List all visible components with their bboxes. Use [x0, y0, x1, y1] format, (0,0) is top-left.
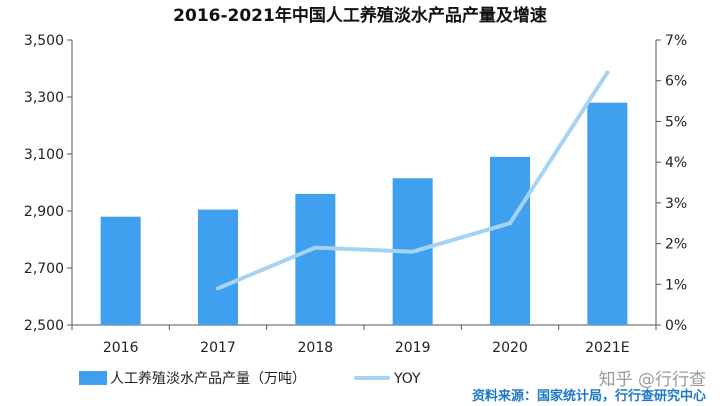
left-tick-label: 2,900 — [24, 204, 64, 220]
right-tick-label: 7% — [665, 33, 687, 49]
x-tick-label: 2018 — [298, 340, 334, 356]
axes — [67, 39, 661, 330]
right-tick-label: 2% — [665, 237, 687, 253]
x-tick-label: 2021E — [585, 340, 629, 356]
right-tick-label: 3% — [665, 196, 687, 212]
yoy-point-2020 — [508, 221, 512, 226]
watermark: 知乎 @行行查 — [599, 370, 706, 390]
left-tick-label: 3,100 — [24, 147, 64, 163]
right-tick-label: 1% — [665, 277, 687, 293]
legend-line-label: YOY — [393, 371, 421, 387]
left-tick-label: 2,500 — [24, 318, 64, 334]
legend-bar-swatch — [79, 371, 107, 385]
yoy-point-2017 — [216, 286, 220, 291]
right-tick-label: 6% — [665, 74, 687, 90]
yoy-point-2018 — [313, 245, 318, 250]
right-tick-label: 5% — [665, 114, 687, 130]
yoy-line-group — [216, 70, 610, 291]
bar-2017 — [198, 209, 238, 325]
right-tick-label: 0% — [665, 318, 687, 334]
x-tick-label: 2017 — [200, 340, 236, 356]
legend-bar-label: 人工养殖淡水产品产量（万吨） — [110, 370, 306, 387]
yoy-point-2019 — [410, 249, 415, 254]
x-tick-label: 2016 — [103, 340, 139, 356]
left-tick-label: 3,500 — [24, 33, 64, 49]
source-note: 资料来源：国家统计局，行行查研究中心 — [472, 388, 706, 404]
yoy-point-2021E — [605, 70, 610, 75]
right-tick-label: 4% — [665, 155, 687, 171]
left-tick-label: 3,300 — [24, 90, 64, 106]
bar-2016 — [100, 216, 141, 325]
chart-title: 2016-2021年中国人工养殖淡水产品产量及增速 — [173, 5, 547, 26]
tick-labels: 2,500 2,700 2,900 3,100 3,300 3,500 0% 1% 2% 3% 4%… — [24, 33, 687, 356]
legend: 人工养殖淡水产品产量（万吨） YOY — [79, 370, 421, 387]
left-tick-label: 2,700 — [24, 261, 64, 277]
x-tick-label: 2019 — [395, 340, 431, 356]
bar-2021E — [587, 102, 628, 325]
bars — [100, 102, 628, 325]
x-tick-label: 2020 — [492, 340, 528, 356]
bar-2018 — [295, 193, 336, 325]
bar-2020 — [490, 156, 530, 325]
